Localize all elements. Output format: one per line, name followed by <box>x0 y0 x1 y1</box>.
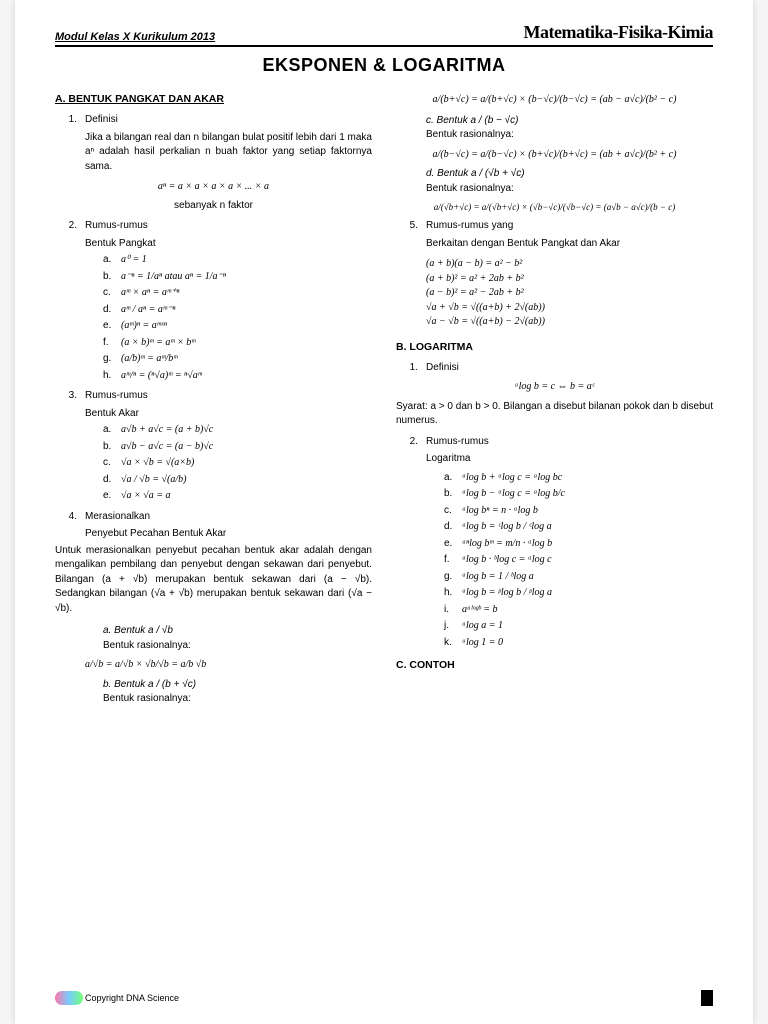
sub-c-label: c. Bentuk a / (b − √c) <box>426 114 713 129</box>
item-4-sublabel: Penyebut Pecahan Bentuk Akar <box>85 527 372 542</box>
item-4: 4. Merasionalkan <box>55 510 372 525</box>
formula-line: (a + b)(a − b) = a² − b² <box>426 257 713 272</box>
item-1: 1. Definisi <box>55 113 372 128</box>
item-label: Rumus-rumus <box>426 435 713 450</box>
item-label: Rumus-rumus <box>85 219 372 234</box>
rule: ᵃlog b · ᵇlog c = ᵃlog c <box>462 553 713 568</box>
formula-line: √a − √b = √((a+b) − 2√(ab)) <box>426 315 713 330</box>
item-3: 3. Rumus-rumus <box>55 389 372 404</box>
document-title: EKSPONEN & LOGARITMA <box>55 55 713 76</box>
item-4b-label: b. Bentuk a / (b + √c) <box>103 678 372 693</box>
rule: aᵐ × aⁿ = aᵐ⁺ⁿ <box>121 286 372 301</box>
rule: a√b − a√c = (a − b)√c <box>121 440 372 455</box>
rule: √a / √b = √(a/b) <box>121 473 372 488</box>
rule: √a × √b = √(a×b) <box>121 456 372 471</box>
rule: aᵃˡᵒᵍᵇ = b <box>462 603 713 618</box>
item-number: 5. <box>396 219 426 234</box>
section-a-heading: A. BENTUK PANGKAT DAN AKAR <box>55 92 372 107</box>
item-4a-formula: a/√b = a/√b × √b/√b = a/b √b <box>85 658 372 673</box>
rule: a√b + a√c = (a + b)√c <box>121 423 372 438</box>
item-3-sublabel: Bentuk Akar <box>85 407 372 422</box>
header-left: Modul Kelas X Kurikulum 2013 <box>55 31 215 43</box>
item-4-body: Untuk merasionalkan penyebut pecahan ben… <box>55 544 372 617</box>
item-1-body: Jika a bilangan real dan n bilangan bula… <box>85 131 372 175</box>
sub-d-title: Bentuk rasionalnya: <box>426 182 713 197</box>
rule: ᵃlog b − ᵃlog c = ᵃlog b/c <box>462 487 713 502</box>
item-1-formula: aⁿ = a × a × a × a × ... × a <box>55 180 372 195</box>
footer-left: Copyright DNA Science <box>55 991 179 1005</box>
item-number: 2. <box>55 219 85 234</box>
log1-formula: ᵃlog b = c ⇔ b = aᶜ <box>396 380 713 395</box>
content-columns: A. BENTUK PANGKAT DAN AKAR 1. Definisi J… <box>55 88 713 707</box>
log-item-2: 2. Rumus-rumus <box>396 435 713 450</box>
rule: ᵃlog b + ᵃlog c = ᵃlog bc <box>462 471 713 486</box>
rule: √a × √a = a <box>121 489 372 504</box>
formula-line: √a + √b = √((a+b) + 2√(ab)) <box>426 301 713 316</box>
item-2-rules: a.a⁰ = 1 b.a⁻ⁿ = 1/aⁿ atau aⁿ = 1/a⁻ⁿ c.… <box>103 253 372 383</box>
rule: (a × b)ᵐ = aᵐ × bᵐ <box>121 336 372 351</box>
right-column: a/(b+√c) = a/(b+√c) × (b−√c)/(b−√c) = (a… <box>396 88 713 707</box>
rule: ᵃlog 1 = 0 <box>462 636 713 651</box>
rule: a⁰ = 1 <box>121 253 372 268</box>
dna-logo-icon <box>55 991 83 1005</box>
top-formula: a/(b+√c) = a/(b+√c) × (b−√c)/(b−√c) = (a… <box>396 93 713 108</box>
log1-body: Syarat: a > 0 dan b > 0. Bilangan a dise… <box>396 400 713 429</box>
rule: ᵃlog b = 1 / ᵇlog a <box>462 570 713 585</box>
rule: (aᵐ)ⁿ = aᵐˣⁿ <box>121 319 372 334</box>
item-label: Definisi <box>426 361 713 376</box>
item-number: 4. <box>55 510 85 525</box>
item-4a-label: a. Bentuk a / √b <box>103 624 372 639</box>
rule: (a/b)ᵐ = aᵐ/bᵐ <box>121 352 372 367</box>
rule: aᵐ/ⁿ = (ⁿ√a)ᵐ = ⁿ√aᵐ <box>121 369 372 384</box>
item-label: Rumus-rumus yang <box>426 219 713 234</box>
rule: a⁻ⁿ = 1/aⁿ atau aⁿ = 1/a⁻ⁿ <box>121 270 372 285</box>
rule: ᵃlog bⁿ = n · ᵃlog b <box>462 504 713 519</box>
formula-line: (a + b)² = a² + 2ab + b² <box>426 272 713 287</box>
section-b-heading: B. LOGARITMA <box>396 340 713 355</box>
item-number: 2. <box>396 435 426 450</box>
page-header: Modul Kelas X Kurikulum 2013 Matematika-… <box>55 22 713 47</box>
item-2-sublabel: Bentuk Pangkat <box>85 237 372 252</box>
rule: aᵐ / aⁿ = aᵐ⁻ⁿ <box>121 303 372 318</box>
item-number: 1. <box>55 113 85 128</box>
item-5-body: Berkaitan dengan Bentuk Pangkat dan Akar <box>426 237 713 252</box>
header-right: Matematika-Fisika-Kimia <box>524 22 713 43</box>
sub-d-formula: a/(√b+√c) = a/(√b+√c) × (√b−√c)/(√b−√c) … <box>396 201 713 214</box>
rule: ᵃlog a = 1 <box>462 619 713 634</box>
log2-sublabel: Logaritma <box>426 452 713 467</box>
item-label: Merasionalkan <box>85 510 372 525</box>
item-1-note: sebanyak n faktor <box>55 199 372 214</box>
page-footer: Copyright DNA Science <box>55 990 713 1006</box>
item-number: 3. <box>55 389 85 404</box>
item-label: Definisi <box>85 113 372 128</box>
page-marker-icon <box>701 990 713 1006</box>
left-column: A. BENTUK PANGKAT DAN AKAR 1. Definisi J… <box>55 88 372 707</box>
item-3-rules: a.a√b + a√c = (a + b)√c b.a√b − a√c = (a… <box>103 423 372 504</box>
item-4a-title: Bentuk rasionalnya: <box>103 639 372 654</box>
rule: ᵃlog b = ᶜlog b / ᶜlog a <box>462 520 713 535</box>
section-c-heading: C. CONTOH <box>396 658 713 673</box>
log-item-1: 1. Definisi <box>396 361 713 376</box>
item-4b-title: Bentuk rasionalnya: <box>103 692 372 707</box>
sub-d-label: d. Bentuk a / (√b + √c) <box>426 167 713 182</box>
item-5-formulas: (a + b)(a − b) = a² − b² (a + b)² = a² +… <box>426 257 713 330</box>
formula-line: (a − b)² = a² − 2ab + b² <box>426 286 713 301</box>
copyright-text: Copyright DNA Science <box>85 993 179 1003</box>
item-2: 2. Rumus-rumus <box>55 219 372 234</box>
sub-c-formula: a/(b−√c) = a/(b−√c) × (b+√c)/(b+√c) = (a… <box>396 148 713 163</box>
log2-rules: a.ᵃlog b + ᵃlog c = ᵃlog bc b.ᵃlog b − ᵃ… <box>444 471 713 651</box>
rule: ᵃlog b = ᵖlog b / ᵖlog a <box>462 586 713 601</box>
document-page: Modul Kelas X Kurikulum 2013 Matematika-… <box>15 0 753 1024</box>
item-label: Rumus-rumus <box>85 389 372 404</box>
sub-c-title: Bentuk rasionalnya: <box>426 128 713 143</box>
item-number: 1. <box>396 361 426 376</box>
rule: ᵃⁿlog bᵐ = m/n · ᵃlog b <box>462 537 713 552</box>
item-5: 5. Rumus-rumus yang <box>396 219 713 234</box>
